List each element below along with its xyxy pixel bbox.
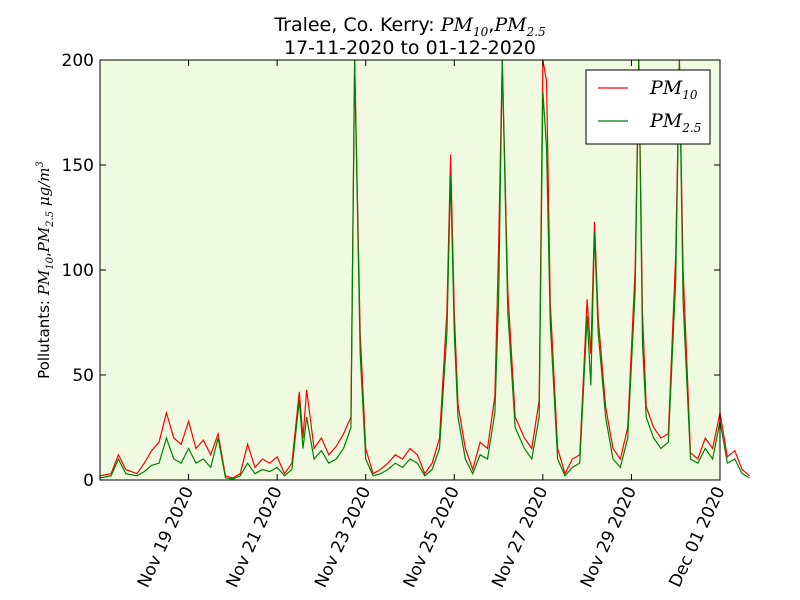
chart-title-line2: 17-11-2020 to 01-12-2020 (284, 37, 536, 59)
x-tick-label: Nov 19 2020 (134, 484, 198, 591)
y-tick-label: 0 (83, 471, 94, 491)
y-axis-ticks: 0 50 100 150 200 (62, 51, 720, 491)
y-tick-label: 50 (72, 366, 94, 386)
y-axis-label: Pollutants: PM10,PM2.5 μg/m3 (35, 161, 56, 379)
x-tick-label: Nov 27 2020 (488, 484, 552, 591)
x-tick-label: Nov 25 2020 (400, 484, 464, 591)
y-tick-label: 150 (62, 156, 94, 176)
x-tick-label: Nov 23 2020 (311, 484, 375, 591)
legend-label-pm10: PM10 (649, 77, 698, 102)
y-tick-label: 100 (62, 261, 94, 281)
x-tick-label: Nov 29 2020 (577, 484, 641, 591)
legend-label-pm25: PM2.5 (649, 110, 701, 135)
y-tick-label: 200 (62, 51, 94, 71)
x-tick-label: Nov 21 2020 (223, 484, 287, 591)
legend: PM10 PM2.5 (585, 69, 711, 145)
chart-title-line1: Tralee, Co. Kerry: PM10,PM2.5 (273, 14, 545, 39)
series-layer (99, 59, 750, 480)
x-tick-label: Dec 01 2020 (666, 484, 730, 591)
legend-box (585, 69, 711, 145)
series-line-pm25 (99, 59, 750, 480)
